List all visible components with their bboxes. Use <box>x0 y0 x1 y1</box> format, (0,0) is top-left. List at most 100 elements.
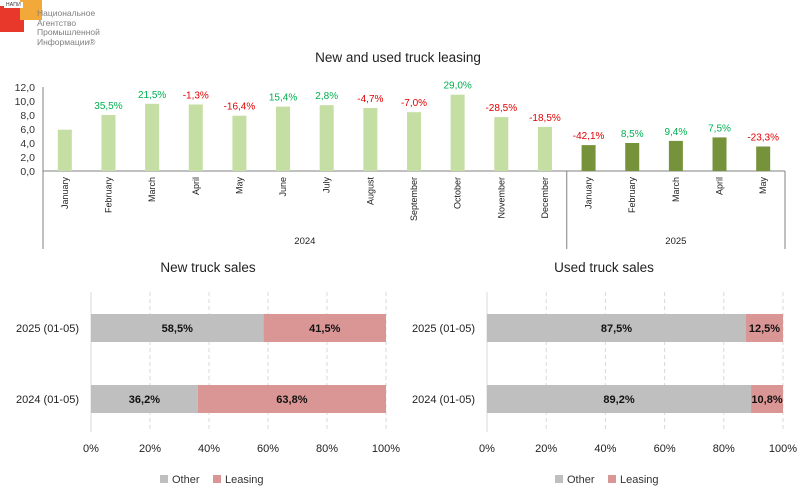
x-tick-label: May <box>758 177 768 195</box>
x-tick-label: June <box>278 177 288 197</box>
year-group-label: 2024 <box>294 236 315 247</box>
change-label: 9,4% <box>664 127 687 138</box>
segment-label: 89,2% <box>603 394 634 406</box>
bar <box>188 104 203 171</box>
x-tick-label: 100% <box>769 443 797 455</box>
x-tick-label: 20% <box>535 443 557 455</box>
change-label: 21,5% <box>138 90 166 101</box>
y-tick-label: 10,0 <box>15 96 36 108</box>
change-label: 8,5% <box>621 129 644 140</box>
x-tick-label: September <box>409 177 419 221</box>
change-label: -42,1% <box>573 131 605 142</box>
bar <box>319 105 334 171</box>
x-tick-label: 40% <box>594 443 616 455</box>
y-tick-label: 6,0 <box>20 124 35 136</box>
x-tick-label: 60% <box>257 443 279 455</box>
x-tick-label: 100% <box>372 443 400 455</box>
x-tick-label: February <box>103 177 113 214</box>
x-tick-label: 20% <box>139 443 161 455</box>
x-tick-label: March <box>147 177 157 202</box>
segment-label: 87,5% <box>601 323 632 335</box>
x-tick-label: November <box>496 177 506 219</box>
legend-swatch <box>213 475 221 483</box>
x-tick-label: 0% <box>83 443 99 455</box>
legend-label: Other <box>172 474 200 486</box>
x-tick-label: October <box>453 177 463 209</box>
x-tick-label: April <box>191 177 201 195</box>
x-tick-label: 80% <box>316 443 338 455</box>
legend-label: Other <box>567 474 595 486</box>
logo-tag: НАПИ <box>4 2 23 8</box>
legend-swatch <box>608 475 616 483</box>
x-tick-label: February <box>627 177 637 214</box>
x-tick-label: May <box>234 177 244 195</box>
change-label: 29,0% <box>443 81 471 92</box>
bar <box>625 143 640 171</box>
change-label: -1,3% <box>183 91 209 102</box>
bar <box>494 117 509 171</box>
segment-label: 10,8% <box>751 394 782 406</box>
x-tick-label: 60% <box>654 443 676 455</box>
segment-label: 12,5% <box>749 323 780 335</box>
row-label: 2025 (01-05) <box>412 323 475 335</box>
bar <box>407 112 421 171</box>
legend-label: Leasing <box>620 474 659 486</box>
x-tick-label: July <box>322 177 332 194</box>
monthly-leasing-bar-chart: New and used truck leasing 0,0 2,0 4,0 6,0 8,… <box>15 50 786 249</box>
bar <box>101 115 116 171</box>
stacked-segment <box>197 385 386 413</box>
bar <box>363 108 378 171</box>
stacked-segment <box>263 314 386 342</box>
logo-text: Национальное Агентство Промышленной Инфо… <box>37 8 100 47</box>
change-label: 35,5% <box>94 101 122 112</box>
x-tick-label: January <box>60 177 70 210</box>
stacked-segment <box>487 385 752 413</box>
chart-title: Used truck sales <box>554 260 654 275</box>
segment-label: 41,5% <box>309 323 340 335</box>
bar <box>712 137 727 171</box>
change-label: -23,3% <box>747 133 779 144</box>
change-label: -7,0% <box>401 98 427 109</box>
bar <box>668 140 683 171</box>
segment-label: 36,2% <box>129 394 160 406</box>
stacked-segment <box>91 385 198 413</box>
x-tick-label: April <box>715 177 725 195</box>
y-tick-label: 8,0 <box>20 110 35 122</box>
row-label: 2025 (01-05) <box>16 323 79 335</box>
chart-title: New truck sales <box>160 260 256 275</box>
bar <box>537 126 552 171</box>
year-group-label: 2025 <box>665 236 686 247</box>
x-tick-label: 80% <box>713 443 735 455</box>
change-label: -4,7% <box>357 94 383 105</box>
change-label: -18,5% <box>529 113 561 124</box>
y-tick-label: 4,0 <box>20 138 35 150</box>
legend-label: Leasing <box>225 474 264 486</box>
y-tick-label: 2,0 <box>20 152 35 164</box>
x-tick-label: December <box>540 177 550 219</box>
stacked-segment <box>91 314 264 342</box>
stacked-segment <box>487 314 746 342</box>
x-tick-label: January <box>584 177 594 210</box>
row-label: 2024 (01-05) <box>412 394 475 406</box>
bar <box>581 145 596 171</box>
stacked-segment <box>746 314 783 342</box>
bar <box>232 115 247 171</box>
y-tick-label: 0,0 <box>20 166 35 178</box>
segment-label: 63,8% <box>276 394 307 406</box>
y-tick-label: 12,0 <box>15 82 36 94</box>
change-label: -16,4% <box>224 102 256 113</box>
segment-label: 58,5% <box>162 323 193 335</box>
bar <box>756 146 771 171</box>
legend-swatch <box>160 475 168 483</box>
bar <box>450 94 465 171</box>
x-tick-label: August <box>365 177 375 206</box>
logo-orange-square <box>20 0 42 20</box>
x-tick-label: March <box>671 177 681 202</box>
bar <box>57 129 72 171</box>
change-label: 2,8% <box>315 91 338 102</box>
bar <box>145 103 160 171</box>
stacked-segment <box>751 385 783 413</box>
row-label: 2024 (01-05) <box>16 394 79 406</box>
